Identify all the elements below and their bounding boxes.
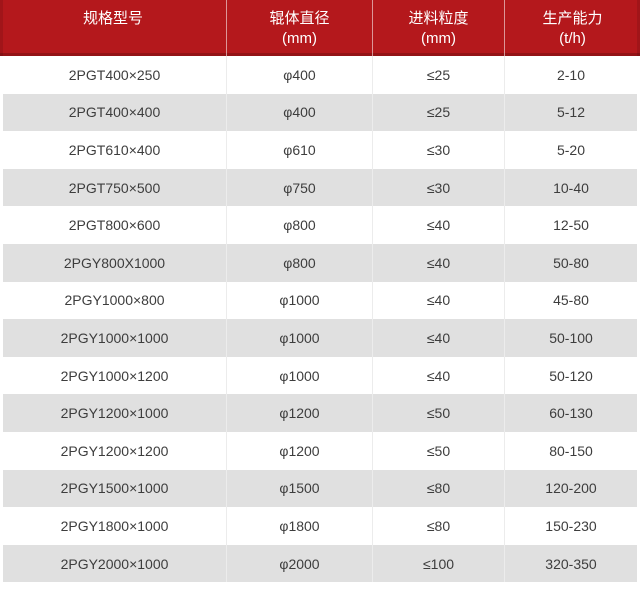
table-cell: φ400: [227, 56, 373, 94]
table-cell: 10-40: [553, 179, 589, 196]
table-cell: φ1200: [227, 394, 373, 432]
table-cell: 50-120: [549, 367, 593, 384]
column-header: 规格型号: [0, 0, 227, 56]
table-cell: 2PGY1000×1200: [3, 356, 227, 395]
table-cell: φ610: [227, 131, 373, 169]
table-header-row: 规格型号 辊体直径 (mm) 进料粒度 (mm) 生产能力 (t/h): [0, 0, 640, 56]
table-row: 2PGY1800×1000 φ1800 ≤80 150-230: [3, 507, 637, 545]
table-cell: 2-10: [556, 66, 586, 83]
table-row: 2PGY1200×1000 φ1200 ≤50 60-130: [3, 394, 637, 432]
table-cell: ≤40: [373, 319, 505, 357]
table-cell: 5-12: [556, 104, 586, 121]
table-cell: ≤40: [373, 281, 505, 320]
table-cell: ≤25: [373, 93, 505, 132]
table-cell: ≤80: [373, 507, 505, 545]
table-cell: ≤100: [373, 544, 505, 583]
table-cell: 2PGY800X1000: [3, 243, 227, 282]
table-cell: 2PGY2000×1000: [3, 544, 227, 583]
table-row: 2PGT400×250 φ400 ≤25 2-10: [3, 56, 637, 94]
table-cell: 50-100: [549, 329, 593, 346]
table-cell: ≤25: [373, 56, 505, 94]
table-cell: φ1000: [227, 356, 373, 395]
table-cell: 2PGY1200×1000: [3, 394, 227, 432]
column-header-unit: [0, 29, 226, 49]
table-cell: 320-350: [545, 555, 597, 572]
table-cell: φ800: [227, 243, 373, 282]
table-row: 2PGY1000×800 φ1000 ≤40 45-80: [3, 281, 637, 320]
table-cell: 5-20: [556, 141, 586, 158]
table-cell: 2PGT400×250: [3, 56, 227, 94]
table-cell: φ1000: [227, 319, 373, 357]
table-cell: ≤80: [373, 469, 505, 508]
table-cell: ≤30: [373, 168, 505, 207]
table-cell: 2PGY1500×1000: [3, 469, 227, 508]
column-header: 辊体直径 (mm): [227, 0, 373, 56]
table-cell: φ1800: [227, 507, 373, 545]
table-row: 2PGT750×500 φ750 ≤30 10-40: [3, 168, 637, 207]
table-cell: φ750: [227, 168, 373, 207]
table-row: 2PGY1000×1200 φ1000 ≤40 50-120: [3, 356, 637, 395]
table-cell: 60-130: [549, 405, 593, 422]
table-row: 2PGY1200×1200 φ1200 ≤50 80-150: [3, 431, 637, 470]
table-cell: 2PGY1800×1000: [3, 507, 227, 545]
table-row: 2PGY800X1000 φ800 ≤40 50-80: [3, 243, 637, 282]
table-row: 2PGT800×600 φ800 ≤40 12-50: [3, 206, 637, 244]
column-header-unit: (mm): [421, 30, 456, 47]
table-cell: 2PGT610×400: [3, 131, 227, 169]
table-cell: φ1200: [227, 431, 373, 470]
column-header-unit: (t/h): [559, 30, 586, 47]
column-header-label: 生产能力: [542, 10, 603, 27]
table-row: 2PGT400×400 φ400 ≤25 5-12: [3, 93, 637, 132]
table-cell: 2PGT750×500: [3, 168, 227, 207]
table-cell: φ1000: [227, 281, 373, 320]
table-row: 2PGY2000×1000 φ2000 ≤100 320-350: [3, 544, 637, 583]
table-body: 2PGT400×250 φ400 ≤25 2-10 2PGT400×400 φ400 ≤25…: [0, 56, 640, 583]
table-cell: 50-80: [553, 254, 589, 271]
table-cell: φ800: [227, 206, 373, 244]
table-cell: 120-200: [545, 480, 597, 497]
table-cell: 2PGT400×400: [3, 93, 227, 132]
column-header-unit: (mm): [282, 30, 317, 47]
table-cell: φ2000: [227, 544, 373, 583]
table-cell: ≤40: [373, 206, 505, 244]
table-row: 2PGY1500×1000 φ1500 ≤80 120-200: [3, 469, 637, 508]
table-cell: ≤30: [373, 131, 505, 169]
table-cell: 150-230: [545, 517, 597, 534]
column-header-label: 辊体直径: [269, 10, 330, 27]
table-cell: ≤40: [373, 356, 505, 395]
table-cell: 12-50: [553, 217, 589, 234]
table-cell: ≤50: [373, 394, 505, 432]
table-cell: 2PGY1200×1200: [3, 431, 227, 470]
table-row: 2PGT610×400 φ610 ≤30 5-20: [3, 131, 637, 169]
table-cell: 45-80: [553, 292, 589, 309]
column-header-label: 进料粒度: [408, 10, 469, 27]
column-header: 生产能力 (t/h): [505, 0, 640, 56]
table-cell: 80-150: [549, 442, 593, 459]
table-row: 2PGY1000×1000 φ1000 ≤40 50-100: [3, 319, 637, 357]
table-cell: 2PGT800×600: [3, 206, 227, 244]
table-cell: ≤50: [373, 431, 505, 470]
table-cell: φ1500: [227, 469, 373, 508]
column-header: 进料粒度 (mm): [373, 0, 505, 56]
table-cell: 2PGY1000×1000: [3, 319, 227, 357]
column-header-label: 规格型号: [82, 10, 143, 27]
table-cell: ≤40: [373, 243, 505, 282]
table-cell: 2PGY1000×800: [3, 281, 227, 320]
table-cell: φ400: [227, 93, 373, 132]
